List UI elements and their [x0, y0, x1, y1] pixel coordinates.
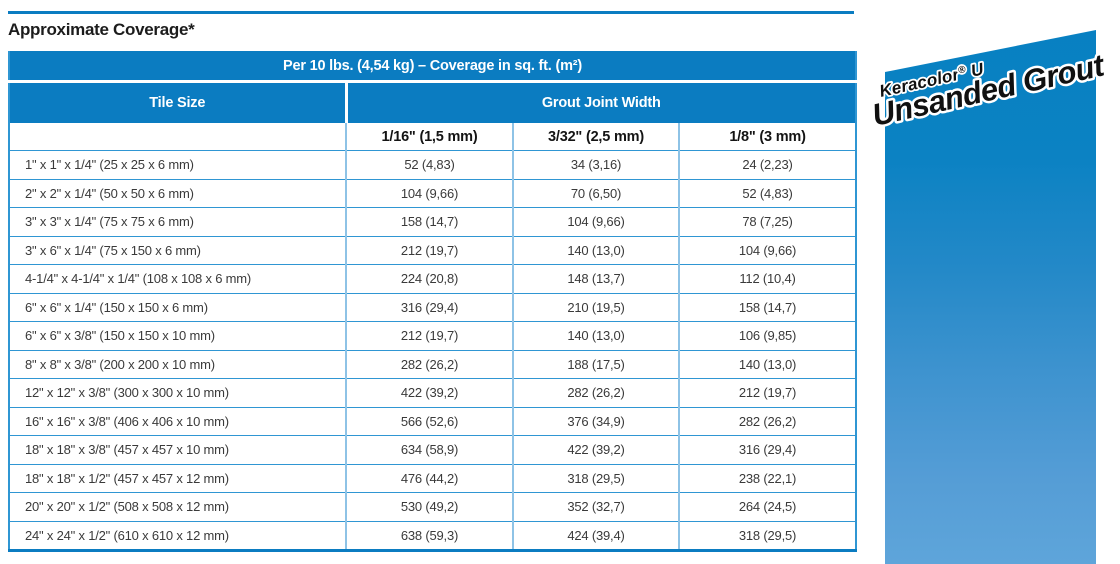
coverage-cell: 424 (39,4) [512, 521, 679, 551]
tile-size-cell: 18" x 18" x 1/2" (457 x 457 x 12 mm) [9, 464, 346, 493]
coverage-cell: 104 (9,66) [677, 236, 857, 265]
tile-size-cell: 16" x 16" x 3/8" (406 x 406 x 10 mm) [9, 407, 346, 436]
coverage-cell: 158 (14,7) [345, 207, 513, 237]
table-row: 8" x 8" x 3/8" (200 x 200 x 10 mm) 282 (… [9, 350, 857, 379]
table-row: 24" x 24" x 1/2" (610 x 610 x 12 mm) 638… [9, 521, 857, 551]
coverage-cell: 318 (29,5) [677, 521, 857, 551]
coverage-cell: 212 (19,7) [677, 378, 857, 408]
coverage-cell: 352 (32,7) [512, 492, 679, 522]
coverage-table: Per 10 lbs. (4,54 kg) – Coverage in sq. … [8, 51, 858, 552]
tile-size-cell: 8" x 8" x 3/8" (200 x 200 x 10 mm) [9, 350, 346, 379]
table-row: 1" x 1" x 1/4" (25 x 25 x 6 mm) 52 (4,83… [9, 150, 857, 180]
coverage-cell: 148 (13,7) [512, 264, 679, 294]
subheader-joint-width-3: 1/8" (3 mm) [677, 123, 857, 151]
column-header-grout-joint-width: Grout Joint Width [346, 81, 857, 123]
column-header-row: Tile Size Grout Joint Width [9, 81, 857, 123]
coverage-cell: 24 (2,23) [677, 150, 857, 180]
coverage-cell: 376 (34,9) [512, 407, 679, 436]
coverage-cell: 238 (22,1) [677, 464, 857, 493]
subheader-joint-width-2: 3/32" (2,5 mm) [512, 123, 679, 151]
tile-size-cell: 6" x 6" x 3/8" (150 x 150 x 10 mm) [9, 321, 346, 351]
coverage-cell: 634 (58,9) [345, 435, 513, 465]
table-row: 2" x 2" x 1/4" (50 x 50 x 6 mm) 104 (9,6… [9, 179, 857, 208]
coverage-cell: 224 (20,8) [345, 264, 513, 294]
coverage-cell: 70 (6,50) [512, 179, 679, 208]
banner-product-line: Unsanded Grout [869, 47, 1109, 133]
tile-size-cell: 24" x 24" x 1/2" (610 x 610 x 12 mm) [25, 527, 229, 543]
table-row: 20" x 20" x 1/2" (508 x 508 x 12 mm) 530… [9, 492, 857, 522]
coverage-cell: 530 (49,2) [345, 492, 513, 522]
coverage-cell: 112 (10,4) [677, 264, 857, 294]
coverage-cell: 52 (4,83) [677, 179, 857, 208]
coverage-cell: 52 (4,83) [345, 150, 513, 180]
coverage-cell: 318 (29,5) [512, 464, 679, 493]
coverage-cell: 140 (13,0) [677, 350, 857, 379]
table-row: 12" x 12" x 3/8" (300 x 300 x 10 mm) 422… [9, 378, 857, 408]
table-row: 6" x 6" x 1/4" (150 x 150 x 6 mm) 316 (2… [9, 293, 857, 322]
tile-size-cell: 12" x 12" x 3/8" (300 x 300 x 10 mm) [9, 378, 346, 408]
table-row: 4-1/4" x 4-1/4" x 1/4" (108 x 108 x 6 mm… [9, 264, 857, 294]
coverage-cell: 422 (39,2) [345, 378, 513, 408]
coverage-cell: 158 (14,7) [677, 293, 857, 322]
coverage-cell: 140 (13,0) [512, 321, 679, 351]
coverage-cell: 106 (9,85) [677, 321, 857, 351]
subheader-row: 1/16" (1,5 mm) 3/32" (2,5 mm) 1/8" (3 mm… [9, 123, 857, 151]
table-row: 16" x 16" x 3/8" (406 x 406 x 10 mm) 566… [9, 407, 857, 436]
tile-size-cell: 2" x 2" x 1/4" (50 x 50 x 6 mm) [9, 179, 346, 208]
coverage-cell: 422 (39,2) [512, 435, 679, 465]
tile-size-cell: 20" x 20" x 1/2" (508 x 508 x 12 mm) [9, 492, 346, 522]
table-row: 6" x 6" x 3/8" (150 x 150 x 10 mm) 212 (… [9, 321, 857, 351]
coverage-cell: 104 (9,66) [345, 179, 513, 208]
tile-size-cell: 6" x 6" x 1/4" (150 x 150 x 6 mm) [9, 293, 346, 322]
table-row: 3" x 3" x 1/4" (75 x 75 x 6 mm) 158 (14,… [9, 207, 857, 237]
top-rule-divider [8, 11, 854, 14]
page-title: Approximate Coverage* [8, 20, 195, 39]
span-header-row: Per 10 lbs. (4,54 kg) – Coverage in sq. … [9, 51, 857, 83]
table-row: 18" x 18" x 1/2" (457 x 457 x 12 mm) 476… [9, 464, 857, 493]
product-banner-blue-panel [885, 30, 1096, 564]
coverage-cell: 316 (29,4) [677, 435, 857, 465]
coverage-cell: 264 (24,5) [677, 492, 857, 522]
coverage-cell: 316 (29,4) [345, 293, 513, 322]
coverage-cell: 104 (9,66) [512, 207, 679, 237]
tile-size-cell: 3" x 6" x 1/4" (75 x 150 x 6 mm) [9, 236, 346, 265]
tile-size-cell: 1" x 1" x 1/4" (25 x 25 x 6 mm) [9, 150, 346, 180]
coverage-cell: 210 (19,5) [512, 293, 679, 322]
coverage-cell: 476 (44,2) [345, 464, 513, 493]
coverage-cell: 34 (3,16) [512, 150, 679, 180]
table-row: 3" x 6" x 1/4" (75 x 150 x 6 mm) 212 (19… [9, 236, 857, 265]
tile-size-cell: 3" x 3" x 1/4" (75 x 75 x 6 mm) [9, 207, 346, 237]
coverage-cell: 188 (17,5) [512, 350, 679, 379]
tile-size-cell: 4-1/4" x 4-1/4" x 1/4" (108 x 108 x 6 mm… [9, 264, 346, 294]
tile-size-cell: 18" x 18" x 3/8" (457 x 457 x 10 mm) [9, 435, 346, 465]
subheader-empty-cell [9, 123, 346, 151]
coverage-cell: 566 (52,6) [345, 407, 513, 436]
coverage-cell: 212 (19,7) [345, 236, 513, 265]
column-header-tile-size: Tile Size [9, 81, 348, 123]
coverage-cell: 78 (7,25) [677, 207, 857, 237]
coverage-cell: 638 (59,3) [345, 521, 513, 551]
coverage-cell: 282 (26,2) [512, 378, 679, 408]
coverage-cell: 282 (26,2) [677, 407, 857, 436]
coverage-cell: 212 (19,7) [345, 321, 513, 351]
coverage-cell: 140 (13,0) [512, 236, 679, 265]
coverage-cell: 282 (26,2) [345, 350, 513, 379]
table-span-header: Per 10 lbs. (4,54 kg) – Coverage in sq. … [9, 51, 857, 83]
table-row: 18" x 18" x 3/8" (457 x 457 x 10 mm) 634… [9, 435, 857, 465]
product-banner-text: Keracolor® U Unsanded Grout [866, 45, 1111, 136]
subheader-joint-width-1: 1/16" (1,5 mm) [345, 123, 513, 151]
